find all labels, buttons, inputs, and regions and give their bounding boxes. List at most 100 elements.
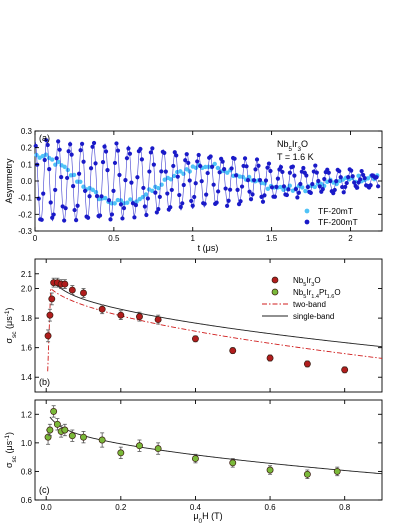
panel-a: 0 0.5 1 1.5 2 -0.3 -0.2 -0.1 0.0 0.1 0.2 0.3 (a) Nb5I… [4,127,383,253]
data-point-TF-20mT [278,184,283,190]
legend-label: two-band [293,300,326,309]
y-tick-label: 2.1 [21,270,33,279]
data-point-Nb5Ir1.4Pt1.6O [136,442,143,450]
data-point-TF-200mT [154,210,159,215]
data-point-TF-20mT [143,192,149,197]
data-point-TF-20mT [74,179,80,184]
data-point-Nb5Ir1.4Pt1.6O [80,433,87,441]
data-point-TF-20mT [187,169,192,174]
legend-label: Nb5Ir3O [293,276,321,288]
data-point-TF-200mT [304,173,309,178]
legend-label-part: 1.6 [327,294,335,300]
y-axis-label: σsc (μs-1) [4,307,18,343]
data-point-TF-200mT [350,174,355,179]
y-tick-label: 1.6 [21,344,33,353]
y-tick-label-a: -0.2 [18,210,32,219]
data-point-Nb5Ir1.4Pt1.6O [333,467,341,475]
x-tick-label: 0.2 [115,503,127,512]
data-point-TF-20mT [56,159,61,165]
panel-c: 0.0 0.2 0.4 0.6 0.8 0.6 0.8 1.0 1.2 (c) σsc (μs-1)… [4,399,383,525]
panel-label-a: (a) [39,133,50,143]
data-point-TF-20mT [203,164,208,170]
legend-label-part: Ir [306,288,311,297]
data-point-Nb5Ir3O [61,280,69,288]
legend-label-part: Ir [306,276,311,285]
x-tick-label-a: 1 [191,234,196,243]
sample-annotation-part: 3 [298,146,302,153]
legend-label-part: O [314,276,320,285]
sample-annotation-part: O [301,139,308,149]
legend-label-part: 3 [311,282,314,288]
series-Nb5Ir1.4Pt1.6O [44,405,341,479]
data-point-Nb5Ir1.4Pt1.6O [61,426,69,434]
data-point-Nb5Ir1.4Pt1.6O [117,449,125,457]
data-point-TF-20mT [184,167,189,172]
y-axis-label-part: (μs [4,440,14,456]
legend-label-part: 5 [303,294,306,300]
data-point-TF-200mT [254,157,260,162]
legend-label-part: 5 [303,282,306,288]
x-tick-label-a: 1.5 [266,234,278,243]
fit-line-TF-200mT [34,140,380,222]
panel-label: (c) [39,485,50,495]
plot-frame [34,399,383,501]
x-tick-label: 0.6 [265,503,277,512]
legend-marker-Nb5Ir3O [271,276,279,284]
data-point-TF-200mT [242,156,248,161]
data-point-TF-200mT [341,190,346,195]
data-point-TF-20mT [103,195,108,201]
y-tick-label: 2.0 [21,285,33,294]
data-point-TF-20mT [171,173,177,179]
data-point-Nb5Ir3O [117,311,125,319]
data-point-Nb5Ir3O [303,360,311,368]
x-axis-label-part: μ [193,511,198,521]
data-point-TF-20mT [43,152,49,157]
data-point-Nb5Ir3O [48,295,56,303]
y-tick-label: 1.0 [21,439,33,448]
data-point-TF-200mT [352,180,357,185]
fit-two-band [47,287,383,372]
data-point-TF-20mT [90,187,96,193]
legend-marker-TF-20mT [304,208,310,214]
x-axis-label-part: H (T) [202,511,223,521]
x-axis-label-part: 0 [199,518,203,525]
data-point-Nb5Ir3O [266,354,274,362]
plot-frame [34,258,383,393]
fit-single-band [51,279,383,348]
data-point-Nb5Ir3O [136,313,143,321]
data-point-Nb5Ir1.4Pt1.6O [46,426,54,434]
legend-label-part: 1.4 [311,294,319,300]
data-point-Nb5Ir3O [229,347,237,355]
sample-annotation-part: 5 [289,146,293,153]
data-point-TF-200mT [305,184,310,190]
data-point-TF-200mT [44,138,49,143]
sample-annotation-part: Ir [292,139,298,149]
data-point-TF-20mT [181,171,186,177]
y-axis-label-part: sc [11,455,18,462]
data-point-Nb5Ir3O [341,366,349,374]
y-axis-label-part: -1 [4,435,11,441]
data-point-TF-20mT [225,170,230,175]
legend-label-TF-200mT: TF-200mT [318,217,358,227]
data-point-Nb5Ir3O [191,335,199,343]
data-point-TF-20mT [49,157,55,162]
sample-annotation: Nb5Ir3O [277,139,308,153]
data-point-Nb5Ir3O [98,305,106,313]
data-point-TF-20mT [156,186,161,191]
data-point-TF-200mT [361,172,366,178]
data-point-TF-200mT [120,216,125,221]
data-point-TF-20mT [150,188,155,194]
data-point-TF-200mT [269,185,275,190]
y-axis-label-part: ) [4,307,14,310]
data-point-TF-200mT [220,159,225,164]
data-point-TF-200mT [225,203,230,208]
y-tick-label-a: 0.1 [21,160,33,169]
data-point-TF-200mT [331,191,336,196]
data-point-TF-20mT [312,184,317,190]
series-TF-20mT [34,152,380,206]
y-axis-label-part: (μs [4,316,14,332]
y-tick-label: 1.8 [21,314,33,323]
data-point-Nb5Ir1.4Pt1.6O [266,466,274,474]
